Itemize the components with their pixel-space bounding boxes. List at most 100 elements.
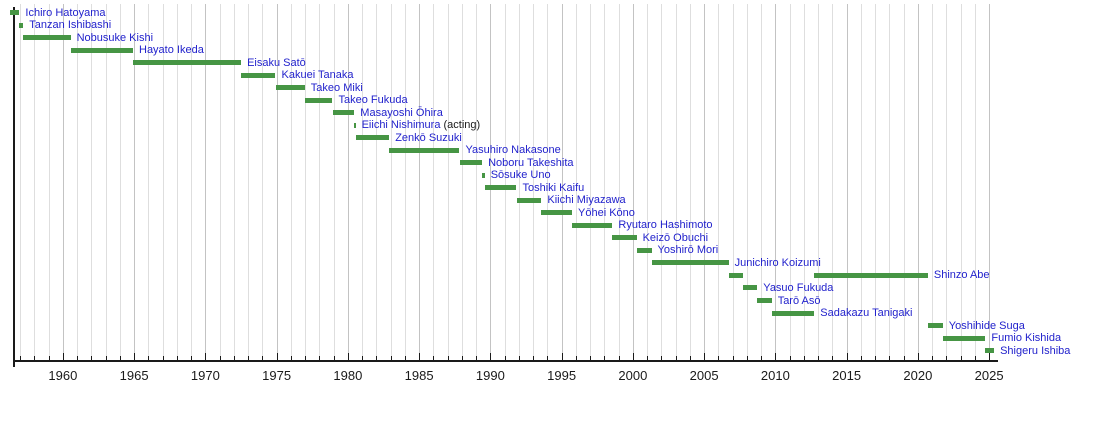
timeline-bar[interactable] [985, 348, 995, 353]
timeline-bar[interactable] [636, 247, 652, 253]
axis-tick-1999 [618, 356, 620, 360]
timeline-bar[interactable] [814, 272, 928, 278]
person-label[interactable]: Eiichi Nishimura (acting) [362, 119, 481, 131]
timeline-bar[interactable] [942, 335, 986, 341]
gridline-year-2010 [775, 4, 777, 360]
axis-tick-1998 [604, 356, 606, 360]
person-label[interactable]: Takeo Miki [311, 82, 363, 94]
person-label[interactable]: Hayato Ikeda [139, 44, 204, 56]
timeline-bar[interactable] [9, 10, 20, 15]
gridline-year-2012 [803, 4, 805, 360]
timeline-bar[interactable] [484, 185, 517, 191]
timeline-bar[interactable] [459, 160, 483, 166]
axis-tick-2009 [761, 356, 763, 360]
person-label[interactable]: Tanzan Ishibashi [29, 19, 111, 31]
timeline-bar[interactable] [70, 47, 133, 53]
axis-tick-2019 [903, 356, 905, 360]
person-name[interactable]: Shinzo Abe [933, 269, 990, 282]
timeline-bar[interactable] [572, 222, 613, 228]
timeline-bar[interactable] [389, 147, 460, 153]
axis-tick-label-2025: 2025 [974, 368, 1004, 383]
axis-tick-1985 [419, 353, 421, 360]
person-name[interactable]: Kiichi Miyazawa [547, 194, 626, 207]
person-name[interactable]: Zenkō Suzuki [395, 131, 462, 144]
gridline-year-2021 [932, 4, 934, 360]
person-label[interactable]: Sōsuke Uno [491, 169, 551, 181]
person-label[interactable]: Ryutaro Hashimoto [618, 219, 712, 231]
timeline-bar[interactable] [275, 85, 305, 91]
person-label[interactable]: Kakuei Tanaka [282, 69, 354, 81]
person-name[interactable]: Yoshihide Suga [948, 319, 1025, 332]
person-label[interactable]: Sadakazu Tanigaki [820, 307, 912, 319]
timeline-bar[interactable] [304, 97, 333, 103]
person-name[interactable]: Nobusuke Kishi [76, 31, 154, 44]
person-label[interactable]: Zenkō Suzuki [395, 132, 462, 144]
person-name[interactable]: Keizō Obuchi [642, 231, 709, 244]
person-name[interactable]: Ichiro Hatoyama [25, 6, 106, 19]
person-label[interactable]: Yasuhiro Nakasone [466, 144, 561, 156]
axis-tick-1987 [447, 356, 449, 360]
person-name[interactable]: Takeo Fukuda [338, 94, 408, 107]
person-label[interactable]: Tarō Asō [778, 295, 821, 307]
axis-tick-2003 [675, 356, 677, 360]
person-name[interactable]: Shigeru Ishiba [1000, 344, 1071, 357]
axis-tick-1962 [91, 356, 93, 360]
timeline-bar[interactable] [241, 72, 276, 78]
person-label[interactable]: Yoshihide Suga [949, 320, 1025, 332]
person-name[interactable]: Tanzan Ishibashi [29, 19, 112, 31]
person-name[interactable]: Yasuo Fukuda [763, 281, 834, 294]
timeline-bar[interactable] [516, 197, 542, 203]
person-label[interactable]: Keizō Obuchi [643, 232, 708, 244]
person-label[interactable]: Shigeru Ishiba [1000, 345, 1070, 357]
person-name[interactable]: Eisaku Satō [247, 56, 306, 69]
timeline-bar[interactable] [771, 310, 815, 316]
timeline-bar[interactable] [482, 172, 485, 178]
person-label[interactable]: Nobusuke Kishi [77, 32, 153, 44]
person-label[interactable]: Yasuo Fukuda [763, 282, 833, 294]
person-name[interactable]: Toshiki Kaifu [522, 181, 585, 194]
timeline-bar[interactable] [332, 110, 355, 116]
person-name[interactable]: Hayato Ikeda [139, 44, 204, 57]
timeline-bar[interactable] [23, 35, 71, 40]
person-label[interactable]: Fumio Kishida [991, 332, 1061, 344]
person-name[interactable]: Junichiro Koizumi [734, 256, 821, 269]
timeline-bar[interactable] [612, 235, 637, 241]
person-name[interactable]: Ryutaro Hashimoto [618, 219, 713, 232]
person-label[interactable]: Masayoshi Ōhira [360, 107, 443, 119]
gridline-year-1970 [205, 4, 207, 360]
person-name[interactable]: Kakuei Tanaka [281, 69, 354, 82]
person-label[interactable]: Kiichi Miyazawa [547, 194, 625, 206]
timeline-bar[interactable] [541, 210, 572, 216]
timeline-bar[interactable] [743, 285, 758, 291]
person-label[interactable]: Takeo Fukuda [339, 94, 408, 106]
person-name[interactable]: Sadakazu Tanigaki [820, 307, 913, 319]
person-name[interactable]: Takeo Miki [310, 81, 363, 94]
person-name[interactable]: Masayoshi Ōhira [360, 106, 443, 119]
person-label[interactable]: Eisaku Satō [247, 57, 306, 69]
person-name[interactable]: Tarō Asō [777, 294, 821, 307]
timeline-bar[interactable] [354, 122, 356, 128]
person-label[interactable]: Shinzo Abe [934, 269, 990, 281]
gridline-year-1974 [262, 4, 264, 360]
person-name[interactable]: Noboru Takeshita [488, 156, 574, 169]
person-label[interactable]: Ichiro Hatoyama [25, 7, 105, 19]
person-label[interactable]: Toshiki Kaifu [523, 182, 585, 194]
timeline-bar[interactable] [651, 260, 729, 266]
gridline-year-1982 [376, 4, 378, 360]
person-label[interactable]: Noboru Takeshita [488, 157, 573, 169]
person-name[interactable]: Fumio Kishida [991, 332, 1062, 344]
person-name[interactable]: Yasuhiro Nakasone [465, 144, 561, 157]
timeline-bar[interactable] [19, 22, 24, 28]
person-name[interactable]: Yōhei Kōno [578, 206, 635, 219]
person-label[interactable]: Yoshirō Mori [658, 244, 719, 256]
timeline-bar[interactable] [757, 298, 772, 303]
person-label[interactable]: Yōhei Kōno [578, 207, 635, 219]
person-name[interactable]: Eiichi Nishimura [361, 119, 441, 132]
timeline-bar[interactable] [927, 323, 943, 328]
person-label[interactable]: Junichiro Koizumi [735, 257, 821, 269]
timeline-bar[interactable] [728, 272, 743, 278]
person-name[interactable]: Sōsuke Uno [490, 169, 551, 182]
timeline-bar[interactable] [133, 60, 242, 66]
person-name[interactable]: Yoshirō Mori [657, 244, 719, 257]
timeline-bar[interactable] [355, 135, 390, 141]
